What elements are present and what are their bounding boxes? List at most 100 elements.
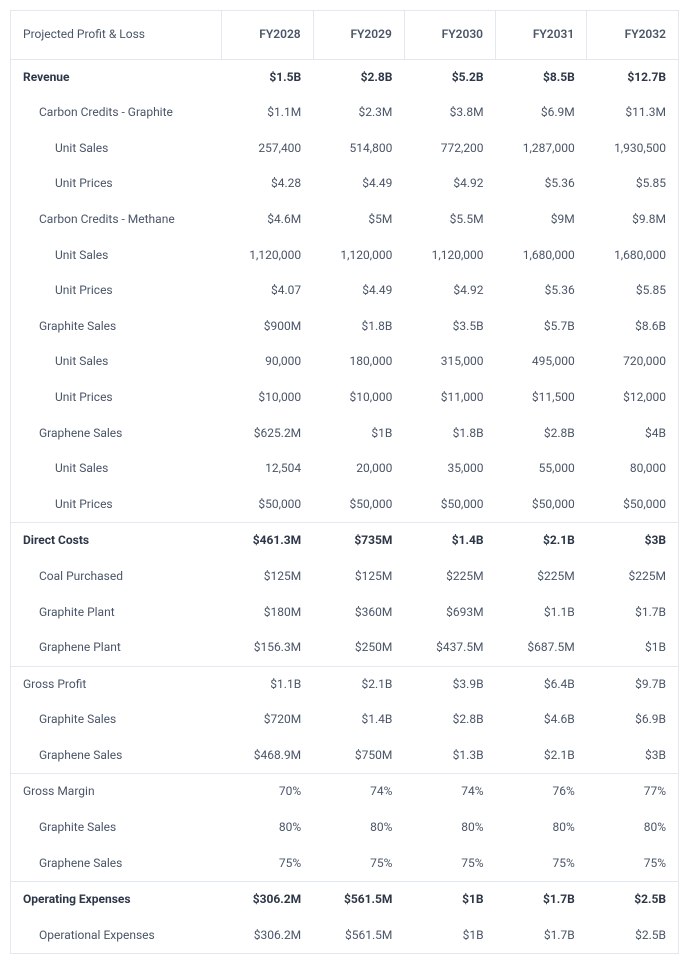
table-row: Gross Margin70%74%74%76%77% — [11, 774, 678, 810]
row-value: $2.3M — [313, 95, 404, 131]
row-value: 75% — [587, 846, 678, 882]
header-col-4: FY2032 — [587, 11, 678, 59]
row-value: $687.5M — [496, 630, 587, 666]
row-value: $6.9B — [587, 702, 678, 738]
pl-table-container: Projected Profit & Loss FY2028 FY2029 FY… — [10, 10, 679, 954]
row-value: $1B — [587, 630, 678, 666]
row-value: 75% — [404, 846, 495, 882]
row-value: $4.49 — [313, 273, 404, 309]
row-value: $735M — [313, 523, 404, 559]
row-value: $11.3M — [587, 95, 678, 131]
table-body: Revenue$1.5B$2.8B$5.2B$8.5B$12.7BCarbon … — [11, 59, 678, 953]
table-row: Coal Purchased$125M$125M$225M$225M$225M — [11, 559, 678, 595]
row-value: 75% — [313, 846, 404, 882]
row-label: Unit Prices — [11, 380, 222, 416]
row-value: $360M — [313, 595, 404, 631]
row-label: Operational Expenses — [11, 918, 222, 954]
table-row: Carbon Credits - Graphite$1.1M$2.3M$3.8M… — [11, 95, 678, 131]
row-value: $11,500 — [496, 380, 587, 416]
row-value: 1,680,000 — [587, 238, 678, 274]
row-value: $1B — [404, 882, 495, 918]
row-value: $4.6B — [496, 702, 587, 738]
row-value: $4B — [587, 416, 678, 452]
row-value: $1.7B — [496, 918, 587, 954]
pl-table: Projected Profit & Loss FY2028 FY2029 FY… — [11, 11, 678, 953]
row-label: Unit Prices — [11, 273, 222, 309]
table-row: Graphite Sales$720M$1.4B$2.8B$4.6B$6.9B — [11, 702, 678, 738]
row-value: 75% — [496, 846, 587, 882]
row-value: $561.5M — [313, 918, 404, 954]
row-label: Graphite Sales — [11, 309, 222, 345]
row-value: 1,930,500 — [587, 131, 678, 167]
row-value: $225M — [587, 559, 678, 595]
row-value: $125M — [222, 559, 313, 595]
table-row: Unit Prices$4.28$4.49$4.92$5.36$5.85 — [11, 166, 678, 202]
row-value: $1.1M — [222, 95, 313, 131]
row-value: $1.8B — [313, 309, 404, 345]
row-value: $5M — [313, 202, 404, 238]
row-value: $468.9M — [222, 738, 313, 774]
row-value: $3B — [587, 738, 678, 774]
row-value: 514,800 — [313, 131, 404, 167]
row-label: Unit Sales — [11, 451, 222, 487]
header-col-2: FY2030 — [404, 11, 495, 59]
row-value: $1.3B — [404, 738, 495, 774]
table-row: Unit Sales12,50420,00035,00055,00080,000 — [11, 451, 678, 487]
row-label: Graphite Sales — [11, 702, 222, 738]
row-label: Direct Costs — [11, 523, 222, 559]
row-value: 90,000 — [222, 344, 313, 380]
row-value: $225M — [404, 559, 495, 595]
table-row: Gross Profit$1.1B$2.1B$3.9B$6.4B$9.7B — [11, 666, 678, 702]
row-value: 495,000 — [496, 344, 587, 380]
row-value: $50,000 — [313, 487, 404, 523]
row-label: Graphene Sales — [11, 738, 222, 774]
row-label: Graphene Plant — [11, 630, 222, 666]
table-row: Carbon Credits - Methane$4.6M$5M$5.5M$9M… — [11, 202, 678, 238]
row-label: Unit Sales — [11, 131, 222, 167]
row-value: $1B — [404, 918, 495, 954]
row-value: $5.85 — [587, 273, 678, 309]
row-value: 80% — [404, 810, 495, 846]
row-value: 12,504 — [222, 451, 313, 487]
row-label: Graphite Plant — [11, 595, 222, 631]
row-value: $2.8B — [404, 702, 495, 738]
row-value: $180M — [222, 595, 313, 631]
row-value: $6.9M — [496, 95, 587, 131]
row-value: $2.8B — [496, 416, 587, 452]
row-value: 74% — [313, 774, 404, 810]
table-row: Unit Prices$50,000$50,000$50,000$50,000$… — [11, 487, 678, 523]
row-value: $2.5B — [587, 882, 678, 918]
row-value: 55,000 — [496, 451, 587, 487]
row-value: $156.3M — [222, 630, 313, 666]
row-value: $1B — [313, 416, 404, 452]
table-row: Unit Sales90,000180,000315,000495,000720… — [11, 344, 678, 380]
row-value: 257,400 — [222, 131, 313, 167]
row-value: $4.92 — [404, 273, 495, 309]
row-value: 315,000 — [404, 344, 495, 380]
row-value: $5.7B — [496, 309, 587, 345]
table-row: Operational Expenses$306.2M$561.5M$1B$1.… — [11, 918, 678, 954]
row-value: $625.2M — [222, 416, 313, 452]
row-value: $9.8M — [587, 202, 678, 238]
table-row: Unit Sales1,120,0001,120,0001,120,0001,6… — [11, 238, 678, 274]
row-value: $5.36 — [496, 166, 587, 202]
row-value: $8.6B — [587, 309, 678, 345]
row-value: $1.1B — [222, 666, 313, 702]
row-value: $125M — [313, 559, 404, 595]
row-value: $9M — [496, 202, 587, 238]
row-label: Unit Sales — [11, 344, 222, 380]
row-value: $2.8B — [313, 59, 404, 95]
table-row: Graphene Plant$156.3M$250M$437.5M$687.5M… — [11, 630, 678, 666]
row-label: Gross Profit — [11, 666, 222, 702]
row-value: 180,000 — [313, 344, 404, 380]
row-value: $461.3M — [222, 523, 313, 559]
row-value: $561.5M — [313, 882, 404, 918]
table-row: Unit Prices$4.07$4.49$4.92$5.36$5.85 — [11, 273, 678, 309]
row-value: $10,000 — [222, 380, 313, 416]
row-value: $3.9B — [404, 666, 495, 702]
row-value: 76% — [496, 774, 587, 810]
row-value: $2.5B — [587, 918, 678, 954]
row-value: 77% — [587, 774, 678, 810]
row-label: Coal Purchased — [11, 559, 222, 595]
row-value: 1,287,000 — [496, 131, 587, 167]
